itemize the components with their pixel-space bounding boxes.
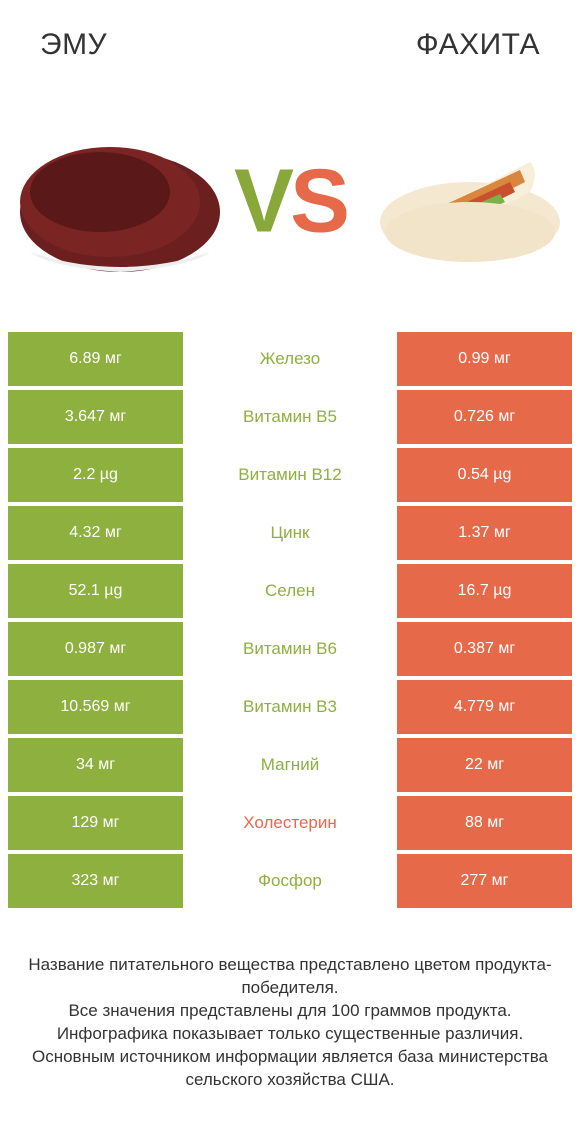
emu-meat-image — [10, 112, 230, 292]
left-value: 129 мг — [8, 796, 183, 850]
left-product-title: Эму — [40, 28, 107, 62]
table-row: 52.1 µgСелен16.7 µg — [8, 564, 572, 618]
left-value: 10.569 мг — [8, 680, 183, 734]
nutrient-label: Фосфор — [183, 854, 397, 908]
left-value: 52.1 µg — [8, 564, 183, 618]
right-value: 1.37 мг — [397, 506, 572, 560]
right-value: 277 мг — [397, 854, 572, 908]
footer-text: Название питательного вещества представл… — [20, 954, 560, 1092]
left-value: 4.32 мг — [8, 506, 183, 560]
table-row: 10.569 мгВитамин B34.779 мг — [8, 680, 572, 734]
nutrient-label: Железо — [183, 332, 397, 386]
left-value: 323 мг — [8, 854, 183, 908]
nutrient-label: Холестерин — [183, 796, 397, 850]
right-value: 0.99 мг — [397, 332, 572, 386]
right-value: 0.54 µg — [397, 448, 572, 502]
nutrient-label: Витамин B5 — [183, 390, 397, 444]
nutrient-label: Витамин B6 — [183, 622, 397, 676]
right-value: 22 мг — [397, 738, 572, 792]
table-row: 2.2 µgВитамин B120.54 µg — [8, 448, 572, 502]
table-row: 0.987 мгВитамин B60.387 мг — [8, 622, 572, 676]
right-value: 0.387 мг — [397, 622, 572, 676]
vs-label: VS — [234, 151, 346, 254]
footer: Название питательного вещества представл… — [0, 912, 580, 1144]
right-value: 0.726 мг — [397, 390, 572, 444]
table-row: 6.89 мгЖелезо0.99 мг — [8, 332, 572, 386]
vs-s: S — [290, 152, 346, 252]
table-row: 3.647 мгВитамин B50.726 мг — [8, 390, 572, 444]
right-value: 4.779 мг — [397, 680, 572, 734]
left-value: 2.2 µg — [8, 448, 183, 502]
table-row: 129 мгХолестерин88 мг — [8, 796, 572, 850]
right-value: 16.7 µg — [397, 564, 572, 618]
nutrient-label: Витамин B3 — [183, 680, 397, 734]
table-row: 34 мгМагний22 мг — [8, 738, 572, 792]
left-value: 34 мг — [8, 738, 183, 792]
infographic-container: Эму Фахита VS 6.89 мгЖелезо0.99 мг3.647 … — [0, 0, 580, 1144]
left-value: 0.987 мг — [8, 622, 183, 676]
table-row: 4.32 мгЦинк1.37 мг — [8, 506, 572, 560]
vs-v: V — [234, 152, 290, 252]
nutrient-label: Магний — [183, 738, 397, 792]
hero-row: VS — [0, 72, 580, 332]
right-product-title: Фахита — [416, 28, 540, 62]
titles-row: Эму Фахита — [0, 0, 580, 72]
fajita-wrap-image — [370, 112, 570, 282]
comparison-table: 6.89 мгЖелезо0.99 мг3.647 мгВитамин B50.… — [0, 332, 580, 912]
nutrient-label: Витамин B12 — [183, 448, 397, 502]
left-value: 3.647 мг — [8, 390, 183, 444]
left-value: 6.89 мг — [8, 332, 183, 386]
right-value: 88 мг — [397, 796, 572, 850]
nutrient-label: Селен — [183, 564, 397, 618]
nutrient-label: Цинк — [183, 506, 397, 560]
table-row: 323 мгФосфор277 мг — [8, 854, 572, 908]
